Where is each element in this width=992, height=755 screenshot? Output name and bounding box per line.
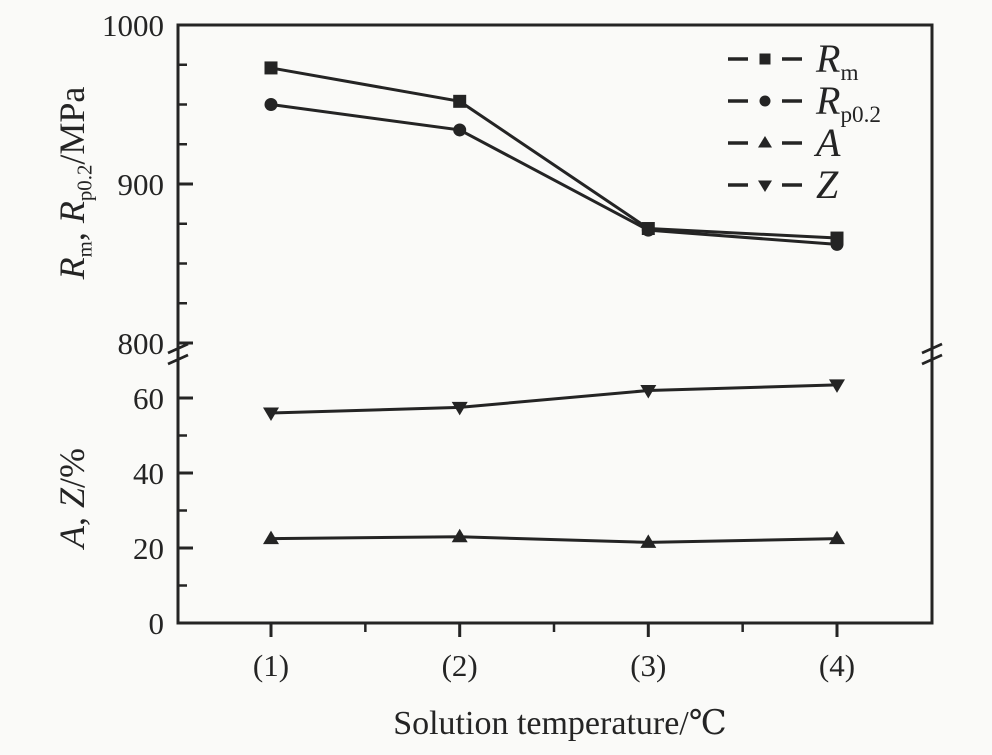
ylabel-percent-unit: /%: [52, 447, 92, 488]
square-marker: [264, 61, 278, 75]
circle-icon: [759, 95, 771, 107]
ylabel-rp02-subscript: p0.2: [72, 164, 97, 202]
square-marker: [453, 94, 467, 108]
triangle-up-icon: [758, 136, 772, 148]
square-marker-icon: [728, 53, 802, 65]
y-tick-label-percent: 20: [133, 531, 164, 566]
square-icon: [759, 53, 771, 65]
circle-marker-icon: [728, 95, 802, 107]
triangle-up-marker: [263, 530, 279, 545]
legend: Rm Rp0.2 A Z: [726, 38, 881, 206]
triangle-down-marker: [263, 407, 279, 421]
axis-break-mark: [921, 353, 943, 366]
legend-label-a: A: [816, 120, 841, 165]
triangle-down-marker: [829, 379, 845, 393]
legend-item-rp02: Rp0.2: [726, 78, 882, 129]
triangle-down-icon: [758, 180, 772, 192]
ylabel-a-symbol: A: [52, 526, 92, 549]
y-tick-label-mpa: 1000: [102, 8, 164, 43]
legend-item-z: Z: [726, 164, 881, 206]
series-line: [270, 66, 838, 240]
circle-marker: [264, 98, 278, 111]
x-tick-label: (1): [253, 648, 289, 683]
circle-marker: [453, 123, 467, 137]
x-tick-label: (3): [630, 648, 666, 683]
ylabel-rm-subscript: m: [72, 241, 97, 258]
y-tick-label-percent: 40: [133, 456, 164, 491]
series-line: [270, 103, 838, 246]
x-tick-label: (2): [442, 648, 478, 683]
triangle-up-marker-icon: [728, 136, 802, 148]
y-tick-label-percent: 60: [133, 381, 164, 416]
ylabel-mpa-unit: /MPa: [52, 86, 92, 165]
triangle-down-marker: [640, 385, 657, 399]
series-line: [270, 535, 838, 544]
y-tick-label-mpa: 800: [118, 326, 165, 361]
circle-marker: [641, 223, 655, 237]
x-tick-label: (4): [819, 648, 855, 683]
series-line: [270, 383, 838, 415]
axis-break-mark: [167, 342, 189, 355]
legend-item-rm: Rm: [726, 36, 881, 87]
legend-label-z: Z: [816, 162, 839, 207]
legend-item-a: A: [726, 122, 881, 164]
triangle-down-marker: [451, 401, 468, 416]
circle-marker: [830, 237, 844, 251]
ylabel-rm-symbol: R: [52, 257, 92, 280]
triangle-up-marker: [640, 534, 657, 548]
y-tick-label-mpa: 900: [118, 167, 165, 202]
legend-label-rp02: Rp0.2: [816, 78, 882, 129]
ylabel-z-symbol: Z: [52, 487, 92, 509]
y-axis-label-mpa: Rm, Rp0.2/MPa: [51, 86, 97, 280]
ylabel-separator: ,: [52, 223, 92, 242]
triangle-up-marker: [829, 530, 845, 545]
axis-break-mark: [921, 342, 943, 355]
series-rp02: [264, 98, 844, 251]
y-tick-label-percent: 0: [149, 606, 165, 641]
x-axis-label: Solution temperature/℃: [393, 705, 727, 742]
legend-label-rm: Rm: [816, 36, 859, 87]
series-a: [263, 528, 845, 548]
triangle-down-marker-icon: [728, 180, 802, 192]
y-axis-label-percent: A, Z/%: [51, 448, 93, 548]
series-z: [263, 379, 845, 421]
ylabel-rp02-symbol: R: [52, 201, 92, 224]
triangle-up-marker: [451, 528, 468, 543]
axis-break-mark: [167, 353, 189, 366]
ylabel-separator-2: ,: [52, 508, 92, 527]
